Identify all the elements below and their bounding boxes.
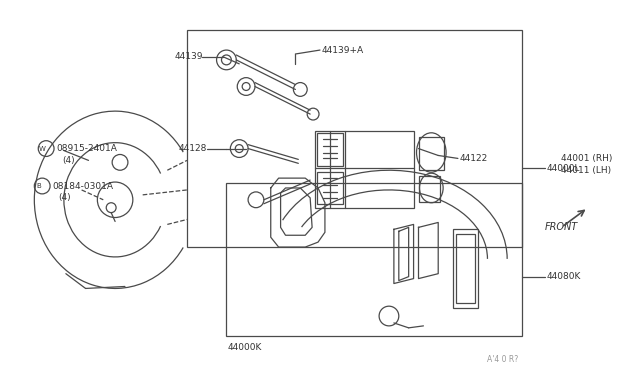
Text: 44001 (RH): 44001 (RH): [561, 154, 612, 163]
Text: 44139: 44139: [174, 52, 203, 61]
Text: A'4 0 R?: A'4 0 R?: [488, 355, 518, 364]
Bar: [456, 234, 475, 303]
Text: 08915-2401A: 08915-2401A: [56, 144, 117, 153]
Text: B: B: [36, 183, 41, 189]
Text: 44000K: 44000K: [227, 343, 262, 352]
Text: (4): (4): [62, 156, 74, 165]
Text: 08184-0301A: 08184-0301A: [52, 182, 113, 190]
Bar: [187, 31, 522, 247]
Text: 44000L: 44000L: [547, 164, 580, 173]
Text: 44080K: 44080K: [547, 272, 581, 281]
Text: 44128: 44128: [178, 144, 207, 153]
Text: W: W: [39, 145, 45, 151]
Bar: [419, 176, 440, 202]
Bar: [315, 131, 413, 208]
Text: 44139+A: 44139+A: [322, 45, 364, 55]
Bar: [453, 230, 477, 308]
Text: 44122: 44122: [460, 154, 488, 163]
Bar: [419, 137, 444, 170]
Text: FRONT: FRONT: [545, 222, 578, 232]
Text: 44011 (LH): 44011 (LH): [561, 166, 611, 175]
Bar: [317, 133, 342, 166]
Text: (4): (4): [58, 193, 70, 202]
Bar: [317, 172, 342, 204]
Bar: [227, 183, 522, 336]
